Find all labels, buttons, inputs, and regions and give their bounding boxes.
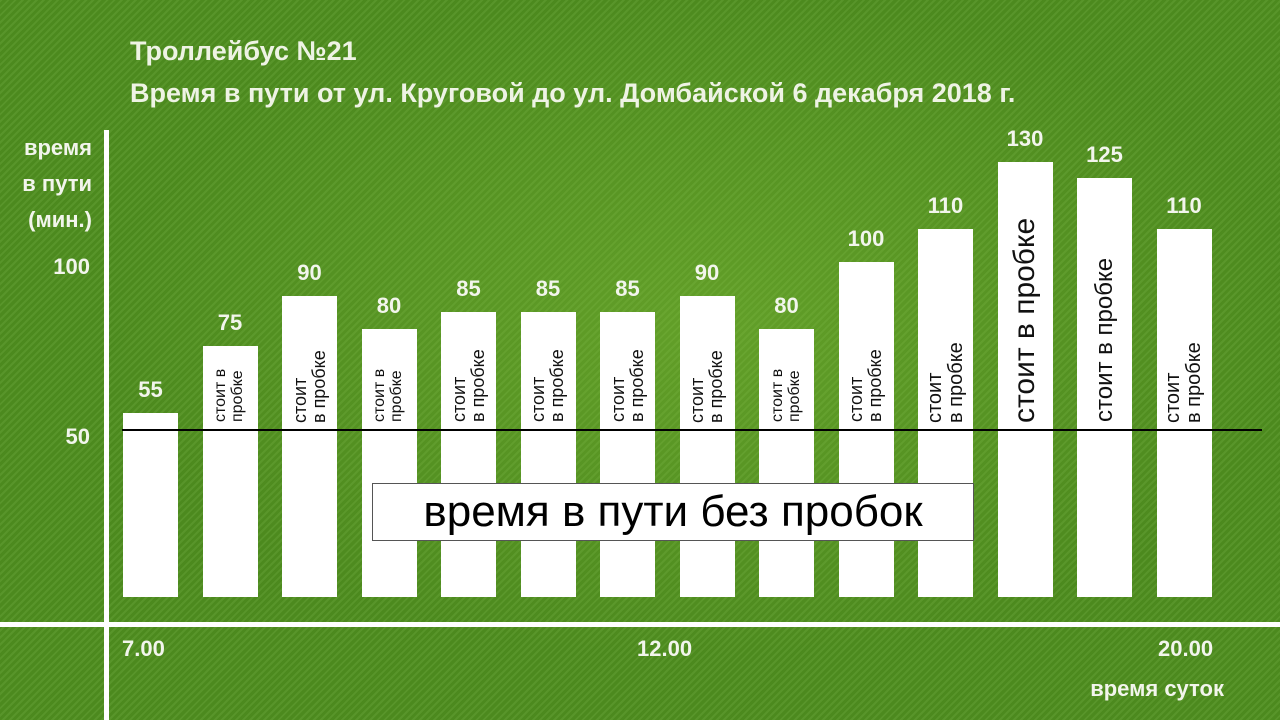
bar-text: стоит в пробке bbox=[212, 368, 246, 422]
bar-text: стоит в пробке bbox=[1162, 341, 1205, 423]
bar-text: стоит в пробке bbox=[923, 341, 967, 423]
x-axis-line bbox=[0, 622, 1280, 627]
bar: стоит в пробке bbox=[600, 312, 655, 597]
y-tick-label: 100 bbox=[53, 254, 90, 279]
x-tick-label: 7.00 bbox=[122, 636, 165, 661]
bar: стоит в пробке bbox=[361, 329, 417, 597]
bar: стоит в пробке bbox=[282, 295, 337, 597]
y-axis-label-line: в пути bbox=[22, 171, 92, 196]
y-axis-label-line: (мин.) bbox=[28, 207, 92, 232]
bar-text: стоит в пробке bbox=[1091, 258, 1118, 423]
bar-value-label: 80 bbox=[376, 293, 402, 318]
bar-text: стоит в пробке bbox=[607, 349, 647, 423]
bar-value-label: 85 bbox=[535, 276, 561, 302]
bar-text: стоит в пробке bbox=[289, 349, 329, 423]
bar-value-label: 125 bbox=[1086, 142, 1123, 168]
bar-text: стоит в пробке bbox=[768, 368, 803, 422]
bar-text: стоит в пробке bbox=[687, 349, 726, 423]
bar-value-label: 75 bbox=[217, 309, 243, 335]
bar-value-label: 130 bbox=[1006, 125, 1044, 151]
bar-value-label: 110 bbox=[927, 192, 964, 218]
x-tick-label: 20.00 bbox=[1158, 636, 1214, 661]
bar: стоит в пробке bbox=[759, 329, 814, 597]
y-tick-label: 50 bbox=[65, 424, 90, 449]
bar: стоит в пробке bbox=[1077, 178, 1132, 597]
bar-value-label: 110 bbox=[1166, 192, 1202, 218]
x-axis-label: время суток bbox=[1090, 676, 1224, 701]
bar-text: стоит в пробке bbox=[528, 349, 567, 423]
bar-value-label: 90 bbox=[297, 259, 322, 285]
bar-text: стоит в пробке bbox=[846, 349, 885, 422]
chart-title: Троллейбус №21 bbox=[130, 36, 357, 66]
bar-value-label: 100 bbox=[847, 226, 885, 251]
bar: стоит в пробке bbox=[918, 228, 973, 597]
bar-value-label: 55 bbox=[138, 376, 163, 402]
chart-subtitle: Время в пути от ул. Круговой до ул. Домб… bbox=[130, 78, 1016, 108]
reference-line bbox=[122, 429, 1262, 431]
reference-line-label: время в пути без пробок bbox=[372, 483, 974, 541]
bar bbox=[123, 412, 178, 597]
bar-text: стоит в пробке bbox=[371, 368, 405, 422]
bar: стоит в пробке bbox=[520, 312, 576, 597]
bar: стоит в пробке bbox=[202, 345, 258, 597]
bar-value-label: 85 bbox=[456, 276, 481, 302]
bar: стоит в пробке bbox=[1156, 228, 1212, 597]
bar-value-label: 90 bbox=[694, 259, 720, 285]
bar-value-label: 85 bbox=[615, 276, 640, 302]
y-axis-line bbox=[104, 130, 109, 720]
x-tick-label: 12.00 bbox=[637, 636, 693, 661]
bar: стоит в пробке bbox=[441, 312, 496, 597]
bar-text: стоит в пробке bbox=[1008, 217, 1041, 423]
bar: стоит в пробке bbox=[997, 161, 1053, 597]
bar: стоит в пробке bbox=[679, 295, 735, 597]
y-axis-label-line: время bbox=[23, 135, 92, 160]
bar-text: стоит в пробке bbox=[448, 349, 488, 423]
y-axis-label: время в пути (мин.) bbox=[8, 130, 92, 238]
bar-value-label: 80 bbox=[774, 293, 799, 318]
